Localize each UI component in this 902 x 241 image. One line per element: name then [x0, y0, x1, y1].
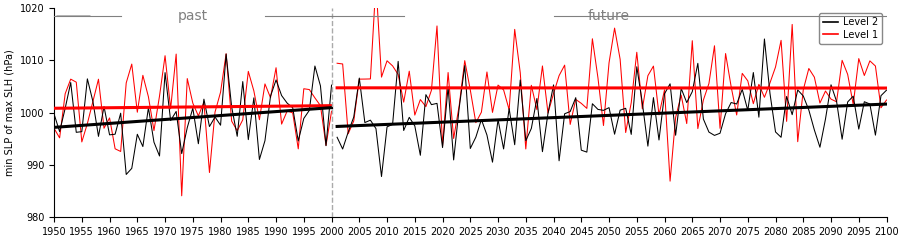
Text: past: past — [178, 9, 207, 23]
Y-axis label: min SLP of max SLH (hPa): min SLP of max SLH (hPa) — [5, 49, 14, 176]
Legend: Level 2, Level 1: Level 2, Level 1 — [818, 13, 880, 44]
Text: future: future — [587, 9, 630, 23]
